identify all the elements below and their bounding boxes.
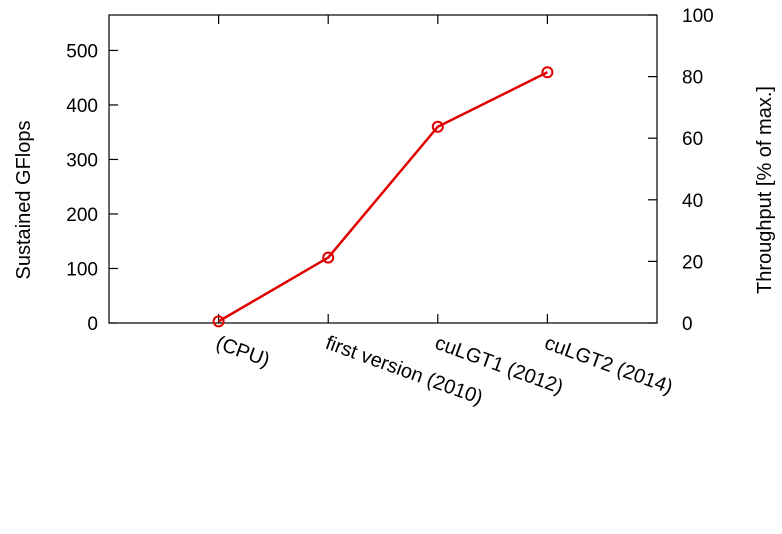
data-point xyxy=(322,251,335,264)
y2-tick-label: 20 xyxy=(682,252,703,273)
data-point xyxy=(541,66,554,79)
category-axis: (CPU) first version (2010)cuLGT1 (2012)cu… xyxy=(213,15,676,409)
plot-frame xyxy=(108,14,658,324)
x-category-label: (CPU) xyxy=(213,332,273,372)
y-tick-label: 100 xyxy=(66,259,98,280)
y2-axis-title: Throughput [% of max.] xyxy=(754,86,776,294)
right-axis: 0 20 40 60 80 100 xyxy=(648,6,714,335)
y2-tick-label: 100 xyxy=(682,6,714,27)
y-axis-title: Sustained GFlops xyxy=(13,121,35,280)
data-point xyxy=(431,120,444,133)
y-tick-label: 500 xyxy=(66,41,98,62)
y2-tick-label: 40 xyxy=(682,191,703,212)
left-axis: 0 100 200 300 400 500 xyxy=(66,41,118,335)
y-tick-label: 300 xyxy=(66,150,98,171)
y2-tick-label: 0 xyxy=(682,314,693,335)
data-point xyxy=(212,315,225,328)
y2-tick-label: 60 xyxy=(682,129,703,150)
y2-tick-label: 80 xyxy=(682,68,703,89)
series-line xyxy=(217,71,548,323)
y-tick-label: 400 xyxy=(66,96,98,117)
y-tick-label: 200 xyxy=(66,205,98,226)
series-group xyxy=(212,66,554,328)
y-tick-label: 0 xyxy=(87,314,98,335)
